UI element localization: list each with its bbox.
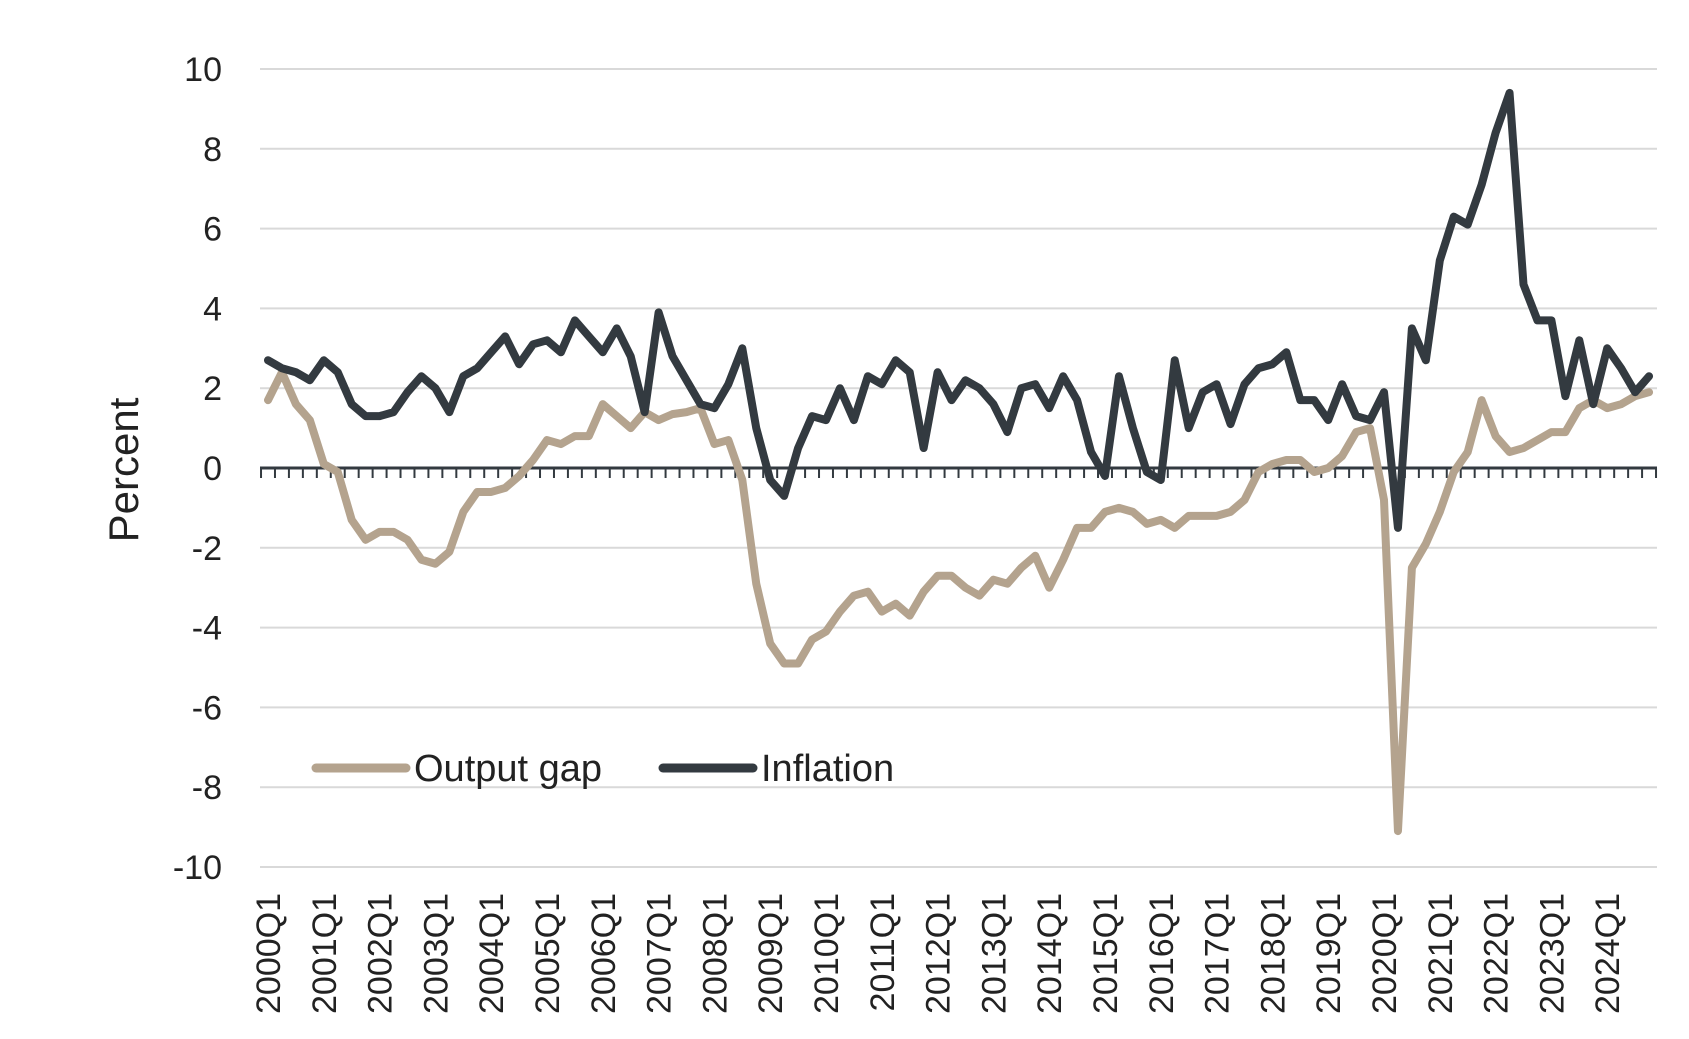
x-tick-label: 2011Q1 bbox=[864, 893, 902, 1011]
legend-label-output-gap: Output gap bbox=[414, 748, 602, 790]
x-tick-label: 2009Q1 bbox=[752, 893, 790, 1014]
x-tick-label: 2008Q1 bbox=[696, 893, 734, 1014]
x-tick-label: 2004Q1 bbox=[473, 893, 511, 1014]
legend-label-inflation: Inflation bbox=[761, 748, 894, 790]
y-tick-label: 4 bbox=[203, 290, 222, 328]
x-tick-label: 2000Q1 bbox=[250, 893, 288, 1014]
x-tick-label: 2012Q1 bbox=[920, 893, 958, 1014]
x-tick-label: 2020Q1 bbox=[1366, 893, 1404, 1014]
x-axis bbox=[260, 466, 1658, 478]
y-axis-tick-labels: -10 -8 -6 -4 -2 0 2 4 6 8 10 bbox=[173, 51, 222, 887]
x-tick-label: 2013Q1 bbox=[975, 893, 1013, 1014]
series-line-output-gap bbox=[264, 368, 1654, 836]
x-tick-label: 2007Q1 bbox=[641, 893, 679, 1014]
x-tick-label: 2005Q1 bbox=[529, 893, 567, 1014]
y-tick-label: -2 bbox=[192, 530, 222, 568]
y-tick-label: 6 bbox=[203, 211, 222, 249]
series-lines bbox=[264, 88, 1654, 836]
x-tick-label: 2021Q1 bbox=[1422, 893, 1460, 1014]
y-tick-label: -10 bbox=[173, 849, 222, 887]
x-tick-label: 2017Q1 bbox=[1199, 893, 1237, 1014]
legend: Output gap Inflation bbox=[311, 748, 894, 790]
x-tick-label: 2001Q1 bbox=[306, 893, 344, 1014]
y-tick-label: -6 bbox=[192, 689, 222, 727]
x-tick-label: 2006Q1 bbox=[585, 893, 623, 1014]
x-tick-label: 2024Q1 bbox=[1589, 893, 1627, 1014]
x-tick-label: 2018Q1 bbox=[1254, 893, 1292, 1014]
y-tick-label: 0 bbox=[203, 450, 222, 488]
x-tick-label: 2023Q1 bbox=[1533, 893, 1571, 1014]
series-line-inflation bbox=[264, 88, 1654, 532]
x-tick-label: 2003Q1 bbox=[417, 893, 455, 1014]
x-axis-tick-labels: 2000Q1 2001Q1 2002Q1 2003Q1 2004Q1 2005Q1 2006… bbox=[250, 893, 1627, 1014]
x-tick-label: 2016Q1 bbox=[1143, 893, 1181, 1014]
x-tick-label: 2014Q1 bbox=[1031, 893, 1069, 1014]
x-tick-label: 2015Q1 bbox=[1087, 893, 1125, 1014]
x-tick-label: 2019Q1 bbox=[1310, 893, 1348, 1014]
y-tick-label: 2 bbox=[203, 370, 222, 408]
x-tick-label: 2002Q1 bbox=[362, 893, 400, 1014]
y-axis-title: Percent bbox=[100, 397, 147, 542]
x-tick-label: 2022Q1 bbox=[1478, 893, 1516, 1014]
y-tick-label: 8 bbox=[203, 131, 222, 169]
y-tick-label: -8 bbox=[192, 769, 222, 807]
x-tick-label: 2010Q1 bbox=[808, 893, 846, 1014]
y-tick-label: 10 bbox=[184, 51, 222, 89]
y-tick-label: -4 bbox=[192, 610, 222, 648]
